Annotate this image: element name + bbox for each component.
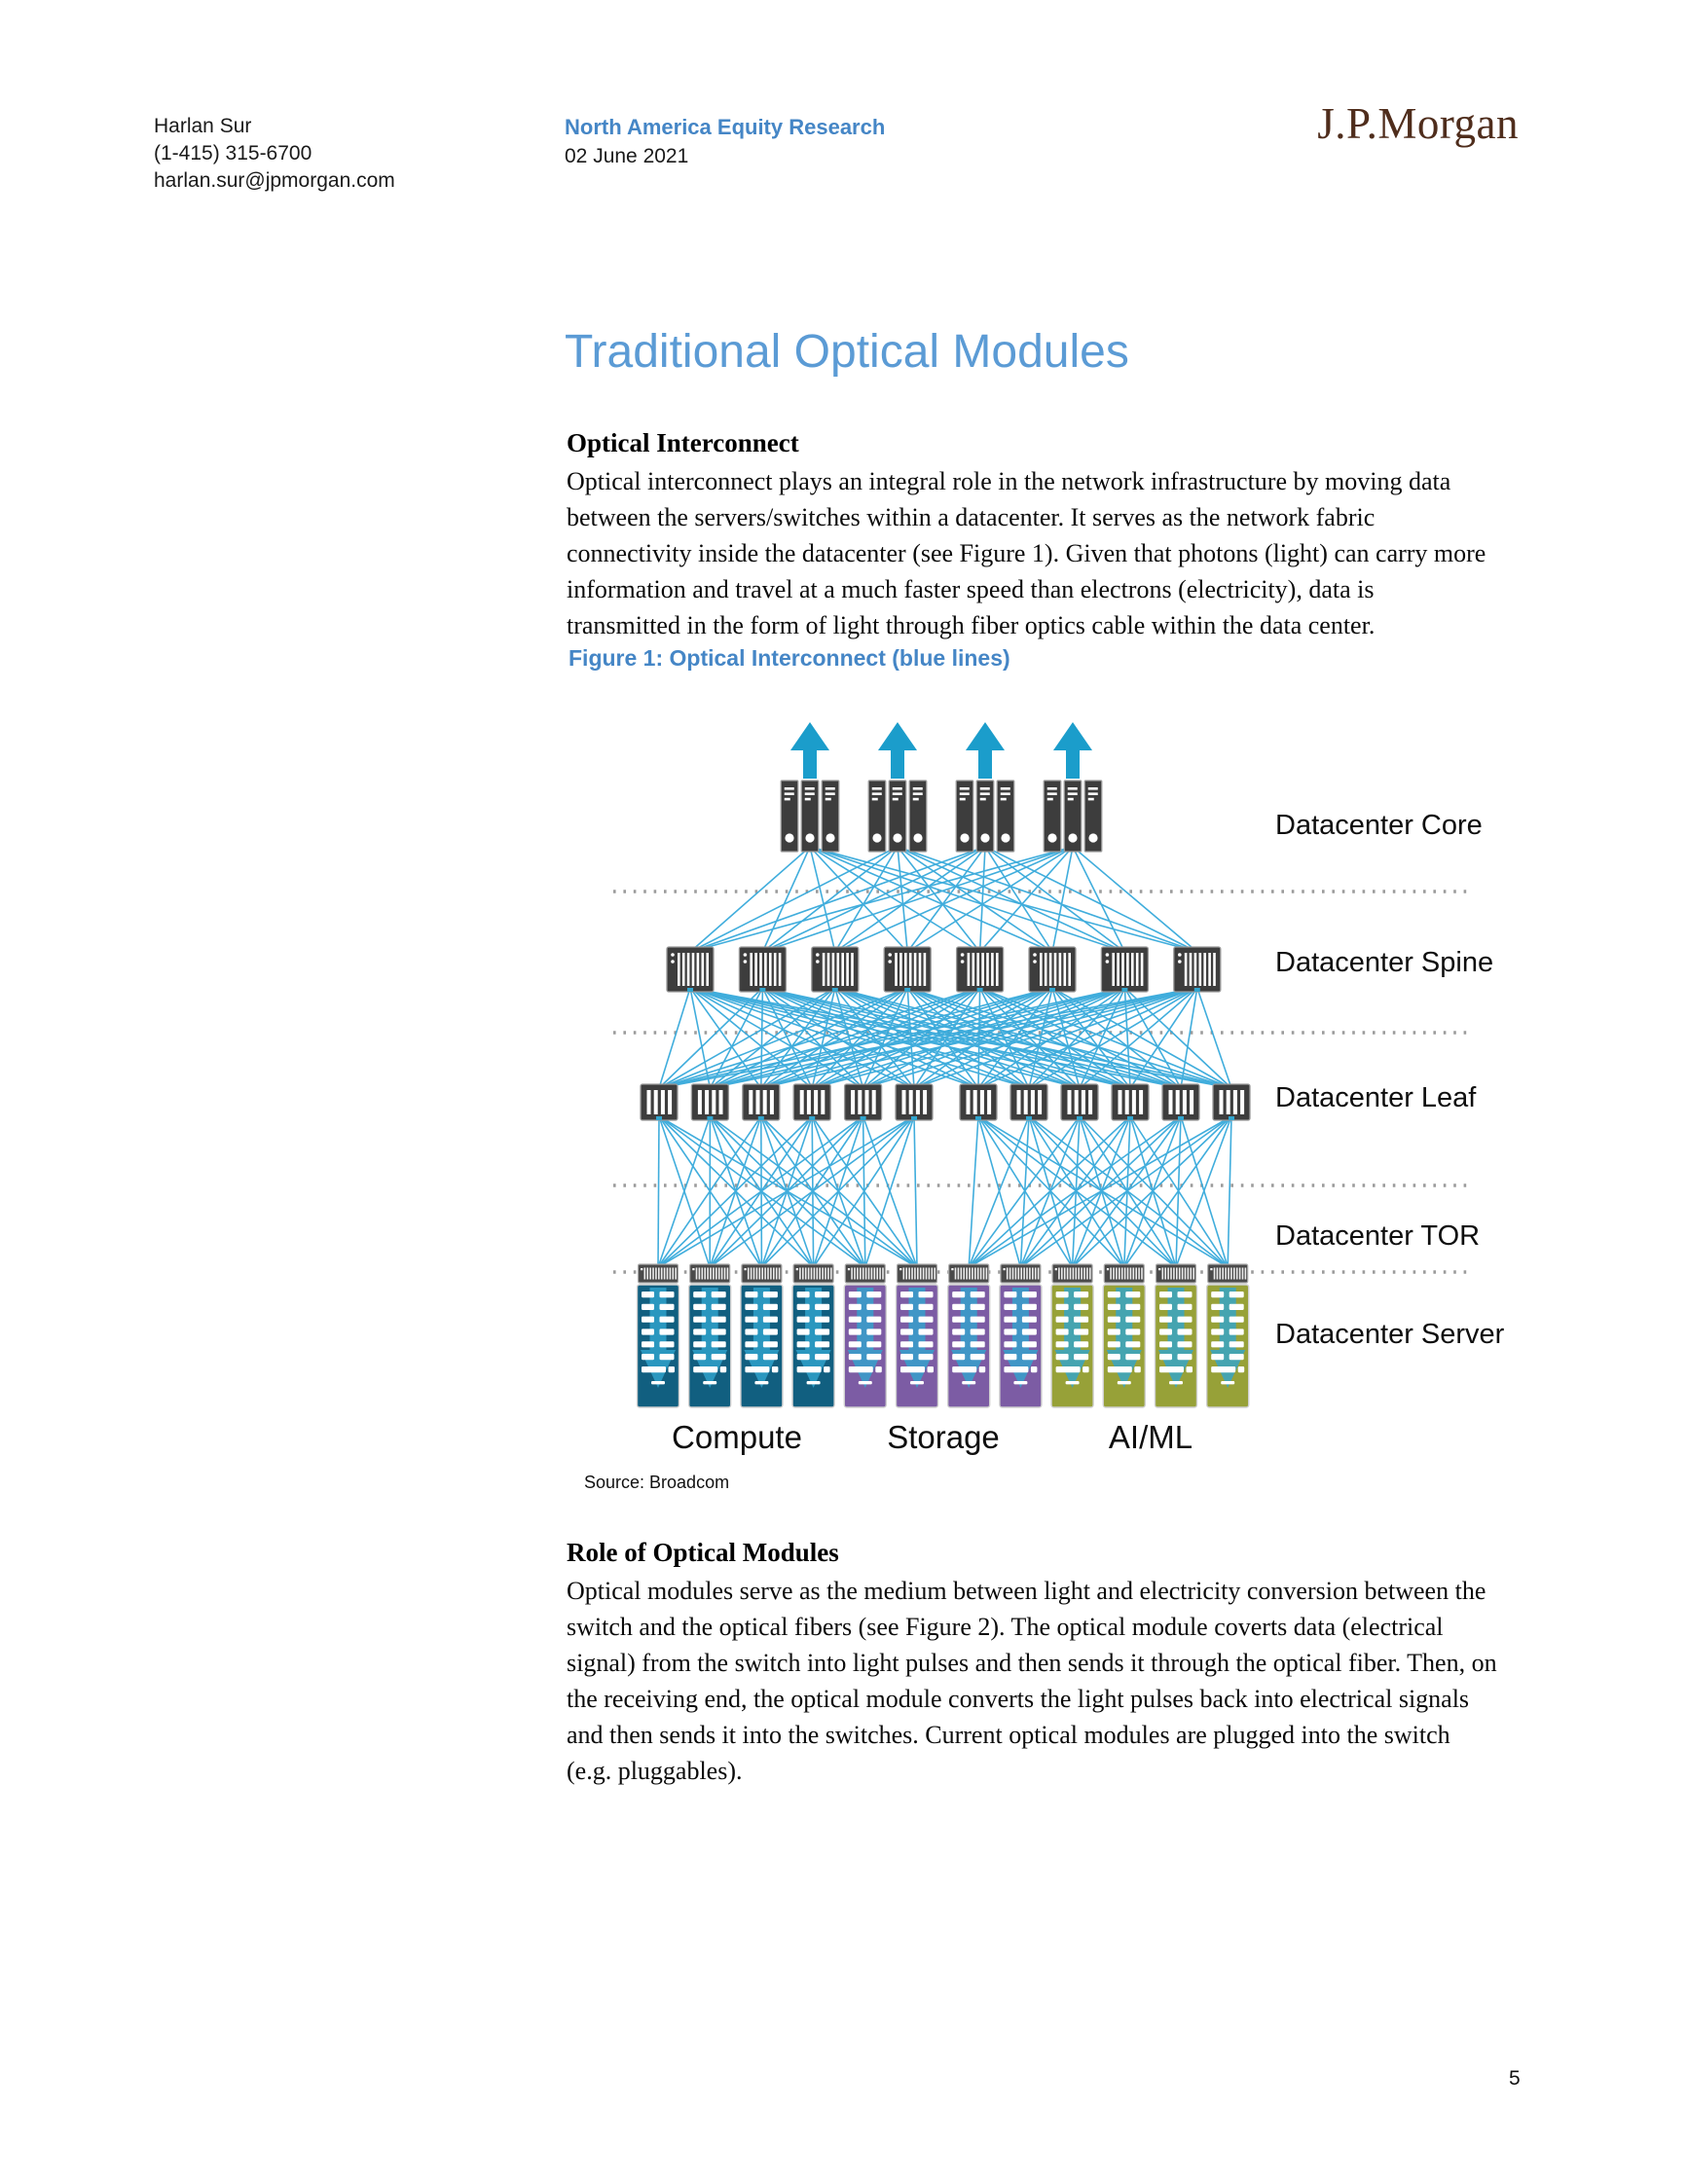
section-body-optical-interconnect: Optical interconnect plays an integral r… (567, 467, 1486, 639)
layer-label-spine: Datacenter Spine (1275, 947, 1494, 978)
jpmorgan-logo: J.P.Morgan (1317, 99, 1519, 148)
page-title: Traditional Optical Modules (565, 326, 1129, 378)
section-body-role-of-optical-modules: Optical modules serve as the medium betw… (567, 1577, 1497, 1785)
layer-label-server: Datacenter Server (1275, 1319, 1505, 1350)
contact-block: Harlan Sur (1-415) 315-6700 harlan.sur@j… (154, 113, 395, 195)
group-label-compute: Compute (672, 1419, 802, 1455)
group-label-storage: Storage (887, 1419, 1000, 1455)
research-division: North America Equity Research (565, 115, 886, 139)
page-number: 5 (1509, 2067, 1521, 2090)
figure1-caption: Figure 1: Optical Interconnect (blue lin… (569, 645, 1010, 671)
section-heading-optical-interconnect: Optical Interconnect (567, 428, 799, 457)
layer-label-core: Datacenter Core (1275, 810, 1483, 841)
section-heading-role-of-optical-modules: Role of Optical Modules (567, 1538, 839, 1567)
author-phone: (1-415) 315-6700 (154, 142, 312, 164)
layer-label-tor: Datacenter TOR (1275, 1220, 1481, 1252)
author-email: harlan.sur@jpmorgan.com (154, 169, 395, 192)
network-topology-svg (613, 722, 1472, 1408)
layer-label-leaf: Datacenter Leaf (1275, 1082, 1477, 1113)
figure1-diagram: Datacenter Core Datacenter Spine Datacen… (565, 681, 1548, 1460)
author-name: Harlan Sur (154, 115, 252, 137)
group-label-aiml: AI/ML (1108, 1419, 1193, 1455)
figure1-source: Source: Broadcom (584, 1473, 730, 1492)
report-date: 02 June 2021 (565, 145, 689, 167)
